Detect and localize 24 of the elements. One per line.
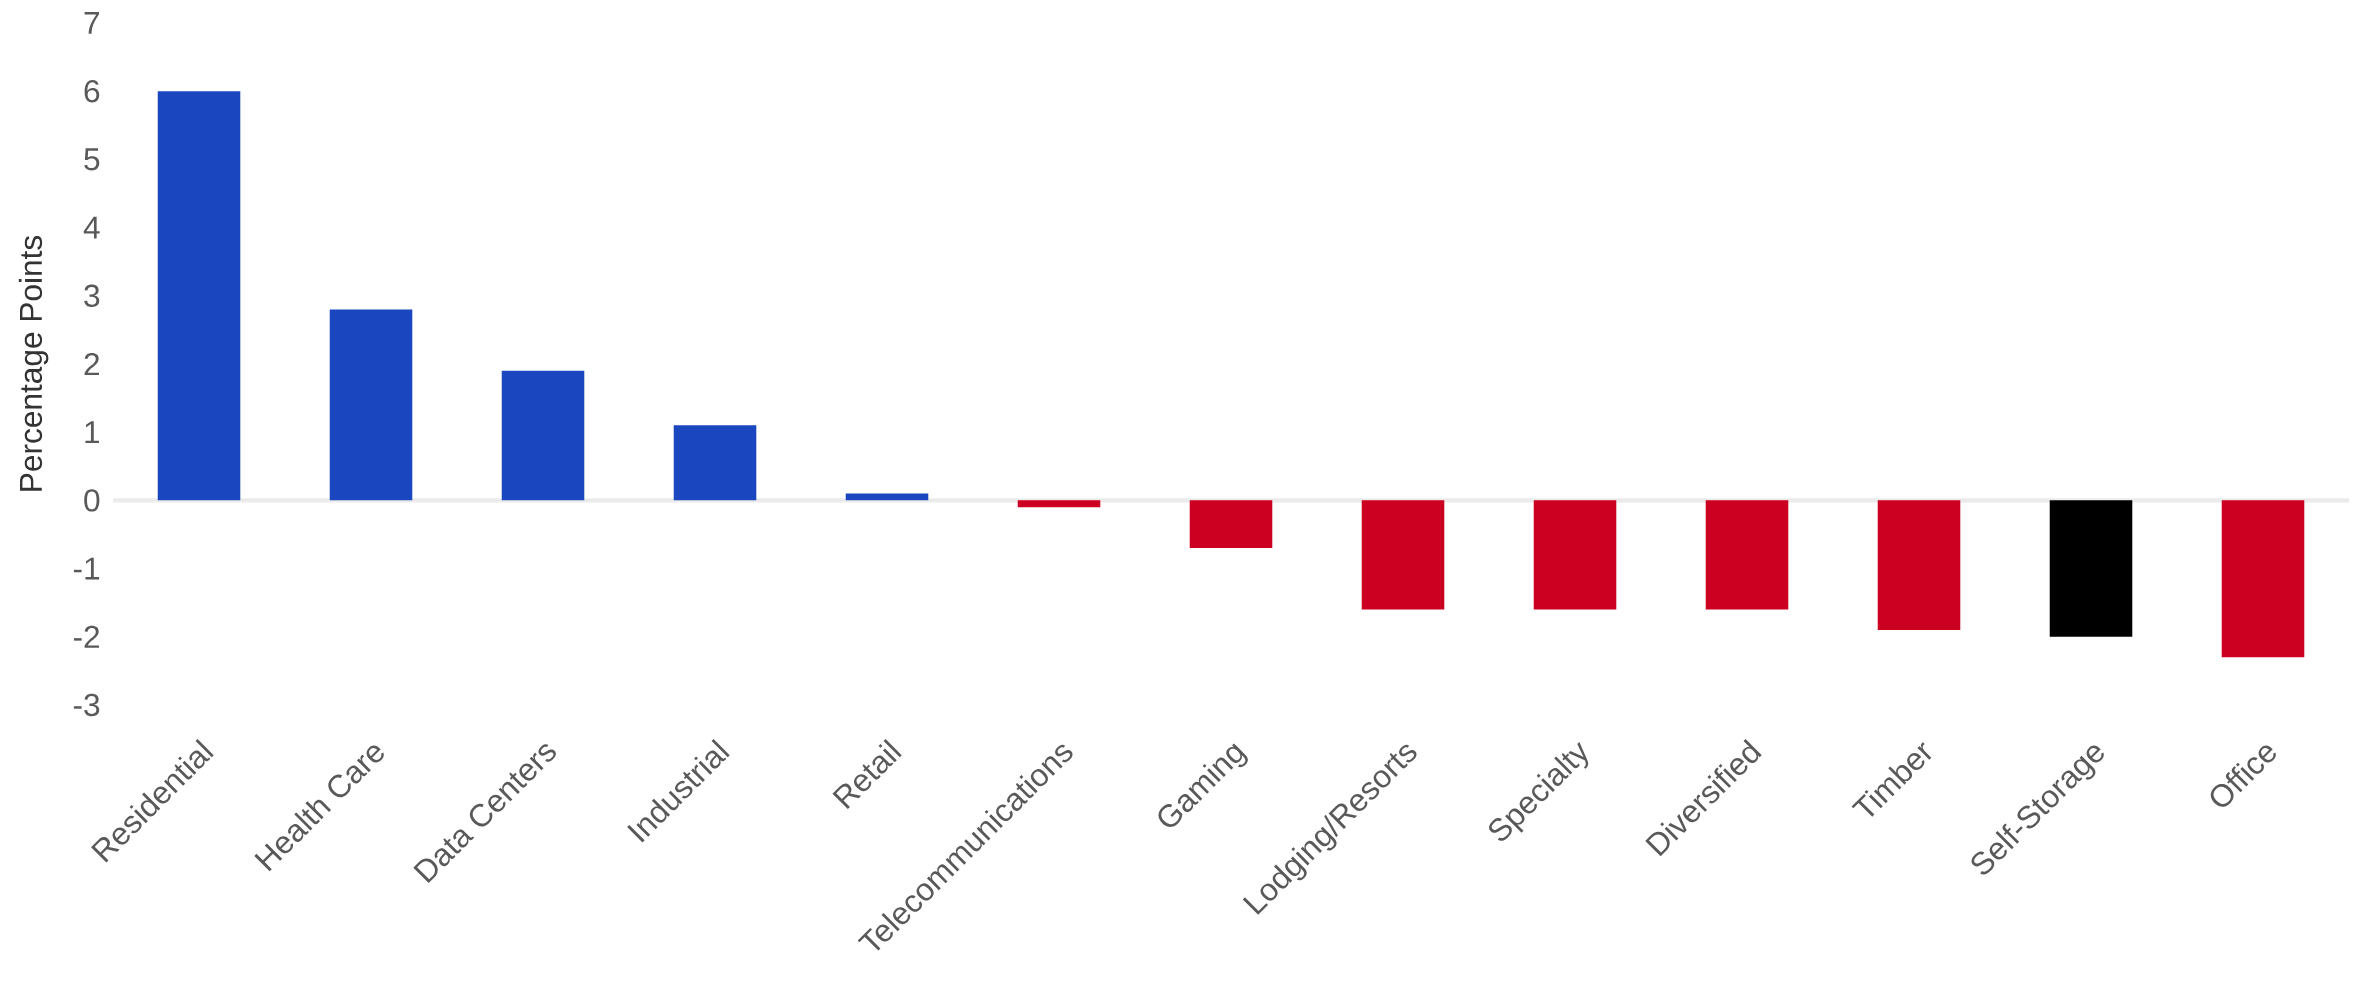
y-tick-label: -1 xyxy=(73,557,100,580)
bar xyxy=(157,91,241,501)
bar xyxy=(1361,500,1445,610)
y-axis-title: Percentage Points xyxy=(18,235,49,491)
bar xyxy=(2221,500,2305,658)
y-tick-label: 4 xyxy=(83,216,100,239)
y-tick-label: 0 xyxy=(84,489,100,512)
bar xyxy=(329,309,413,501)
y-tick-label: 6 xyxy=(84,79,100,103)
y-tick-label: 5 xyxy=(84,148,100,171)
bar xyxy=(1017,500,1101,508)
bar xyxy=(1533,500,1617,610)
y-tick-label: 2 xyxy=(84,352,99,376)
bar xyxy=(501,370,585,501)
bar xyxy=(673,425,757,501)
y-tick-label: 3 xyxy=(84,284,100,308)
bar xyxy=(1877,500,1961,630)
bar xyxy=(2049,500,2133,637)
y-tick-label: 7 xyxy=(84,12,99,34)
bar xyxy=(1189,500,1273,549)
y-tick-label: -3 xyxy=(73,693,100,717)
y-tick-label: -2 xyxy=(73,625,99,648)
y-tick-label: 1 xyxy=(85,421,100,444)
bar xyxy=(1705,500,1789,610)
